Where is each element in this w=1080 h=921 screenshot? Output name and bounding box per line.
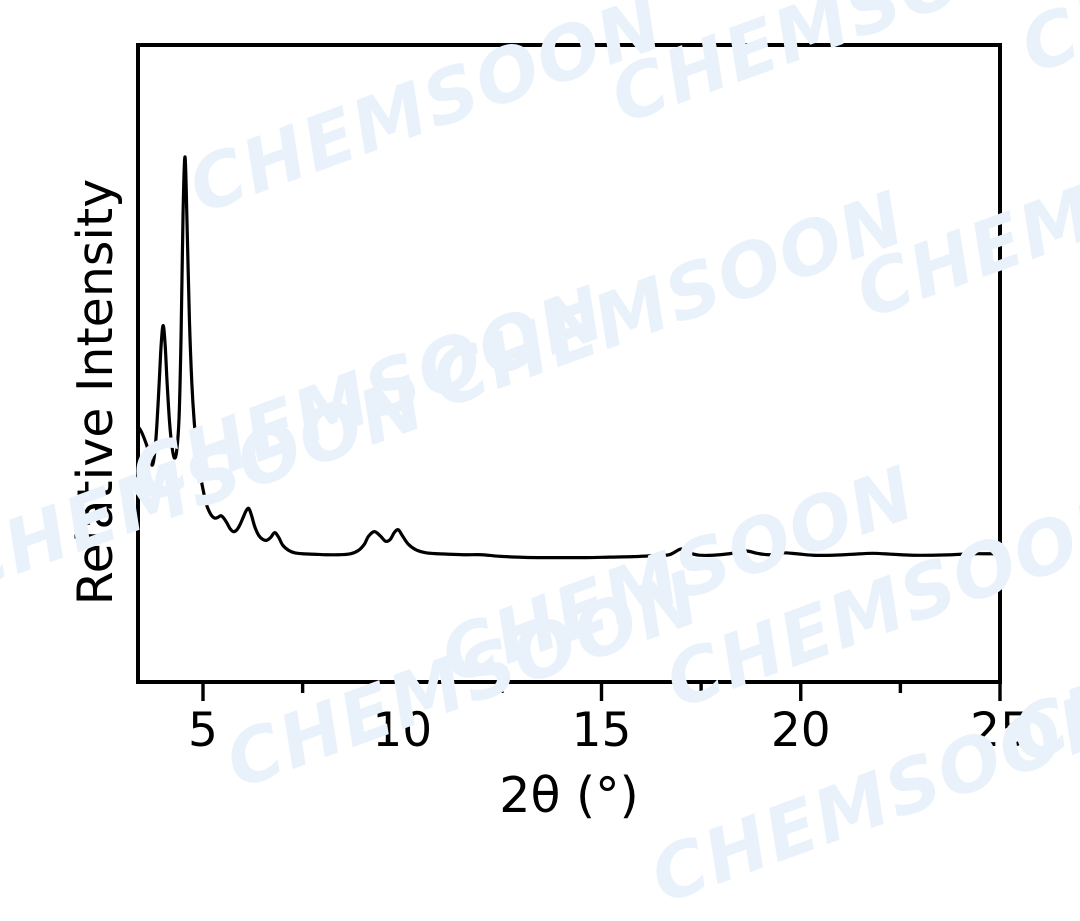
x-axis-title: 2θ (°)	[499, 767, 638, 824]
x-axis-major-ticks	[201, 682, 1002, 701]
xrd-plot: 5 10 15 20 25 2θ (°) Relative Intensity	[67, 43, 1030, 824]
svg-text:2θ (°): 2θ (°)	[499, 767, 638, 824]
xrd-pattern-curve	[136, 155, 1002, 560]
svg-text:Relative Intensity: Relative Intensity	[67, 179, 124, 605]
x-tick-label-25: 25	[970, 703, 1030, 758]
x-tick-label-5: 5	[188, 703, 218, 758]
x-tick-label-15: 15	[572, 703, 632, 758]
x-tick-label-20: 20	[771, 703, 831, 758]
plot-frame	[136, 43, 1002, 684]
x-tick-label-10: 10	[372, 703, 432, 758]
x-axis-tick-labels: 5 10 15 20 25	[188, 703, 1030, 758]
y-axis-title: Relative Intensity	[67, 179, 124, 605]
x-axis-minor-ticks	[300, 682, 903, 693]
